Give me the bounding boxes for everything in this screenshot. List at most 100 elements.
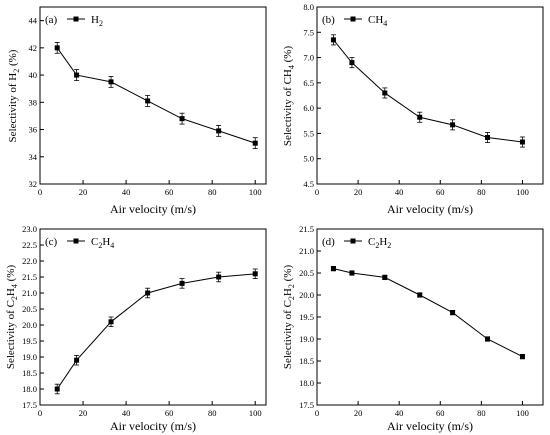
legend-label-c: C2H4 [91, 236, 114, 250]
x-tick-label-a: 20 [79, 187, 88, 197]
x-tick-label-a: 40 [122, 187, 131, 197]
y-tick-label-d: 20.5 [299, 268, 314, 278]
panel-c: 0 20 40 60 80 100 17.5 18.0 18.5 19.0 19.5 20.0 20.5… [5, 224, 267, 433]
legend-marker-c [73, 238, 79, 244]
data-point-d [382, 274, 388, 280]
y-axis-label-b: Selectivity of CH4 (%) [282, 46, 296, 147]
legend-label-d: C2H2 [368, 236, 391, 250]
data-point-b [450, 122, 456, 128]
y-tick-label-c: 22.0 [22, 256, 37, 266]
x-tick-label-c: 0 [38, 408, 42, 418]
legend-label-b: CH4 [368, 14, 387, 28]
y-tick-label-b: 6.0 [303, 103, 314, 113]
panel-b: 0 20 40 60 80 100 4.5 5.0 5.5 6.0 6.5 7.0 7.5 8.0 Air … [282, 2, 544, 216]
data-point-d [450, 310, 456, 316]
x-tick-label-d: 60 [436, 408, 445, 418]
x-tick-label-d: 40 [395, 408, 404, 418]
legend-marker-b [350, 16, 356, 22]
data-point-c [54, 386, 60, 392]
plot-frame-b [316, 6, 544, 185]
y-tick-label-b: 4.5 [303, 179, 314, 189]
data-point-d [417, 292, 423, 298]
y-tick-label-b: 7.0 [303, 53, 314, 63]
data-point-c [145, 290, 151, 296]
plot-frame-c [39, 228, 267, 406]
x-tick-label-a: 0 [38, 187, 42, 197]
x-tick-label-c: 80 [208, 408, 217, 418]
y-tick-label-c: 19.5 [22, 336, 37, 346]
panel-label-d: (d) [322, 236, 335, 248]
x-tick-label-a: 60 [165, 187, 174, 197]
y-tick-label-c: 21.0 [22, 288, 37, 298]
data-point-b [417, 114, 423, 120]
y-tick-label-d: 19.5 [299, 312, 314, 322]
panel-d: 0 20 40 60 80 100 17.5 18.0 18.5 19.0 19.5 20.0 20.5… [282, 224, 544, 433]
y-tick-label-b: 8.0 [303, 2, 314, 12]
data-point-a [145, 98, 151, 104]
x-axis-label-a: Air velocity (m/s) [110, 202, 196, 216]
y-tick-label-d: 19.0 [299, 334, 314, 344]
data-point-c [179, 280, 185, 286]
x-axis-label-d: Air velocity (m/s) [387, 419, 473, 433]
x-tick-label-c: 20 [79, 408, 88, 418]
panel-label-b: (b) [322, 14, 335, 26]
legend-marker-d [350, 238, 356, 244]
y-tick-label-a: 40 [29, 70, 38, 80]
data-point-d [485, 336, 491, 342]
x-tick-label-d: 0 [315, 408, 319, 418]
x-tick-label-b: 100 [516, 187, 529, 197]
y-axis-label-d: Selectivity of C2H2 (%) [282, 265, 296, 370]
x-tick-label-b: 80 [477, 187, 486, 197]
data-point-b [519, 139, 525, 145]
y-tick-label-c: 20.0 [22, 320, 37, 330]
data-point-a [54, 45, 60, 51]
legend-label-a: H2 [91, 14, 103, 28]
data-point-b [382, 90, 388, 96]
y-tick-label-b: 7.5 [303, 27, 314, 37]
y-tick-label-a: 44 [29, 16, 38, 26]
legend-b: CH4 [344, 14, 387, 28]
x-tick-label-a: 100 [249, 187, 262, 197]
x-tick-label-b: 60 [436, 187, 445, 197]
plot-frame-d [316, 228, 544, 406]
data-point-a [252, 140, 258, 146]
y-axis-label-a: Selectivity of H2 (%) [7, 49, 21, 142]
series-line-a [56, 47, 256, 144]
y-tick-label-c: 23.0 [22, 224, 37, 234]
x-tick-label-d: 100 [516, 408, 529, 418]
series-line-b [333, 39, 523, 143]
data-point-c [252, 271, 258, 277]
panel-a: 0 20 40 60 80 100 32 34 36 38 40 42 44 Air velocity (… [7, 6, 267, 216]
x-tick-label-d: 80 [477, 408, 486, 418]
data-point-b [485, 134, 491, 140]
y-tick-label-a: 32 [29, 179, 38, 189]
data-point-d [349, 270, 355, 276]
y-tick-label-d: 17.5 [299, 400, 314, 410]
x-tick-label-b: 0 [315, 187, 319, 197]
x-tick-label-b: 40 [395, 187, 404, 197]
panel-label-c: (c) [45, 236, 58, 248]
data-point-c [108, 319, 114, 325]
data-point-a [74, 72, 80, 78]
y-tick-label-a: 34 [29, 152, 38, 162]
legend-d: C2H2 [344, 236, 391, 250]
y-tick-label-b: 5.5 [303, 128, 314, 138]
data-point-a [108, 79, 114, 85]
data-point-d [519, 354, 525, 360]
y-axis-label-c: Selectivity of C2H4 (%) [5, 265, 19, 370]
data-point-a [216, 128, 222, 134]
legend-marker-a [73, 16, 79, 22]
x-axis-label-b: Air velocity (m/s) [387, 202, 473, 216]
data-point-d [330, 266, 336, 272]
x-tick-label-c: 60 [165, 408, 174, 418]
x-axis-label-c: Air velocity (m/s) [110, 419, 196, 433]
data-point-a [179, 116, 185, 122]
y-tick-label-b: 6.5 [303, 78, 314, 88]
x-tick-label-c: 100 [249, 408, 262, 418]
legend-c: C2H4 [67, 236, 114, 250]
y-tick-label-d: 21.5 [299, 224, 314, 234]
y-tick-label-d: 18.0 [299, 378, 314, 388]
panel-label-a: (a) [45, 14, 58, 26]
y-tick-label-b: 5.0 [303, 154, 314, 164]
